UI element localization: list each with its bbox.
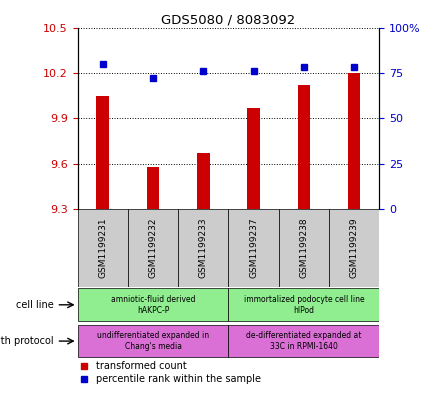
Bar (347, 73, 359, 209)
Bar (77, 209, 128, 286)
Bar (228, 209, 278, 286)
Bar (146, 167, 159, 209)
Bar (128, 209, 178, 286)
Text: GSM1199231: GSM1199231 (98, 217, 107, 278)
Bar (278, 209, 328, 286)
Text: GSM1199232: GSM1199232 (148, 218, 157, 278)
Bar (77, 325, 228, 357)
Text: immortalized podocyte cell line
hIPod: immortalized podocyte cell line hIPod (243, 295, 363, 315)
Bar (197, 153, 209, 209)
Text: GSM1199239: GSM1199239 (349, 217, 358, 278)
Bar (247, 108, 259, 209)
Bar (228, 325, 378, 357)
Text: GSM1199238: GSM1199238 (299, 217, 307, 278)
Text: growth protocol: growth protocol (0, 336, 53, 346)
Bar (96, 95, 109, 209)
Bar (228, 288, 378, 321)
Text: de-differentiated expanded at
33C in RPMI-1640: de-differentiated expanded at 33C in RPM… (246, 331, 361, 351)
Text: undifferentiated expanded in
Chang's media: undifferentiated expanded in Chang's med… (97, 331, 209, 351)
Title: GDS5080 / 8083092: GDS5080 / 8083092 (161, 13, 295, 26)
Text: amniotic-fluid derived
hAKPC-P: amniotic-fluid derived hAKPC-P (111, 295, 195, 315)
Text: cell line: cell line (15, 300, 53, 310)
Bar (77, 288, 228, 321)
Text: GSM1199233: GSM1199233 (198, 217, 207, 278)
Text: GSM1199237: GSM1199237 (249, 217, 258, 278)
Bar (178, 209, 228, 286)
Bar (297, 85, 310, 209)
Bar (328, 209, 378, 286)
Text: percentile rank within the sample: percentile rank within the sample (95, 374, 260, 384)
Text: transformed count: transformed count (95, 361, 186, 371)
